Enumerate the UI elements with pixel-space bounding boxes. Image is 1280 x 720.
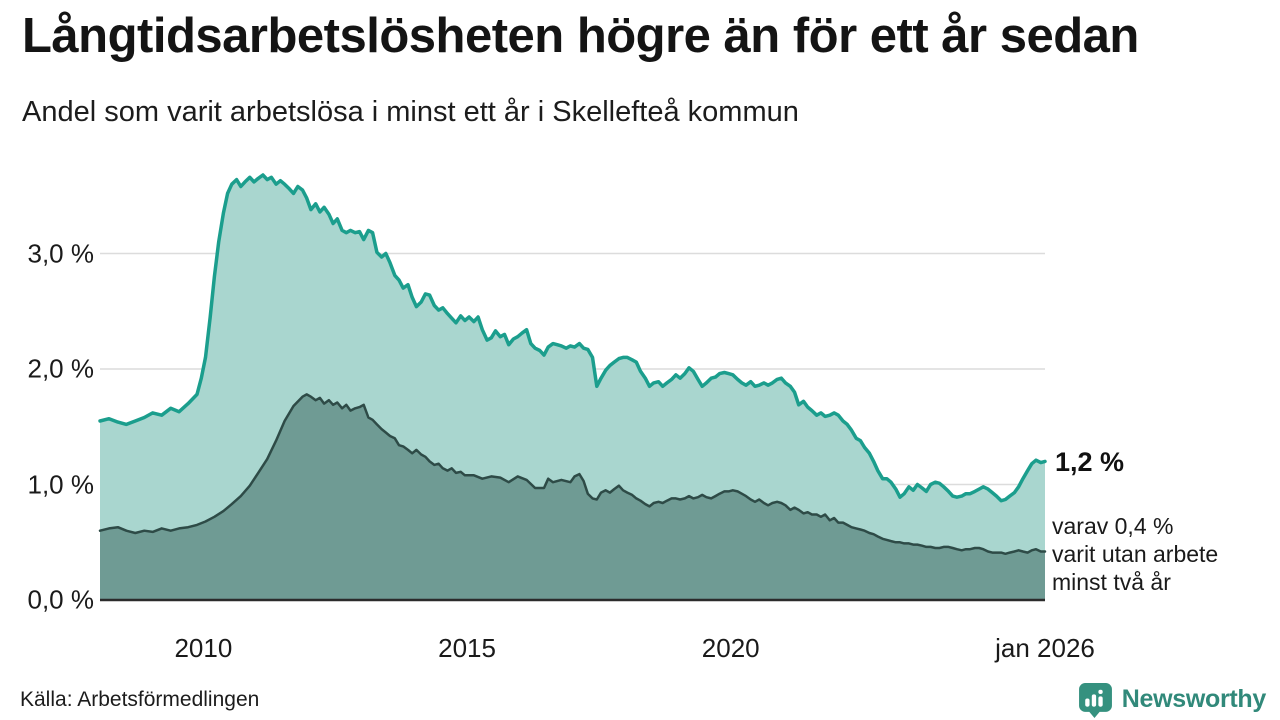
page-subtitle: Andel som varit arbetslösa i minst ett å… xyxy=(22,96,799,128)
newsworthy-logo-text: Newsworthy xyxy=(1121,685,1267,713)
subset-annotation: varav 0,4 % varit utan arbete minst två … xyxy=(1052,512,1218,596)
newsworthy-bubble-chart-icon xyxy=(1078,683,1112,718)
x-tick-label: jan 2026 xyxy=(995,633,1095,663)
y-tick-label: 3,0 % xyxy=(27,238,95,268)
x-tick-label: 2020 xyxy=(701,633,760,663)
line-series-0 xyxy=(98,173,1047,503)
page-title: Långtidsarbetslösheten högre än för ett … xyxy=(22,9,1139,63)
subset-annotation-line: varav 0,4 % xyxy=(1052,513,1174,539)
subset-annotation-line: minst två år xyxy=(1052,569,1171,595)
area-series-1 xyxy=(100,394,1045,600)
x-tick-label: 2010 xyxy=(174,633,233,663)
subset-annotation-line: varit utan arbete xyxy=(1052,541,1219,567)
newsworthy-logo: Newsworthy xyxy=(1077,681,1266,718)
source-note: Källa: Arbetsförmedlingen xyxy=(20,688,260,711)
x-tick-label: 2015 xyxy=(438,633,496,663)
y-tick-label: 2,0 % xyxy=(27,353,95,384)
y-tick-label: 0,0 % xyxy=(27,584,95,615)
end-value-label: 1,2 % xyxy=(1055,447,1125,477)
y-tick-label: 1,0 % xyxy=(27,469,95,499)
line-series-1 xyxy=(98,393,1047,556)
